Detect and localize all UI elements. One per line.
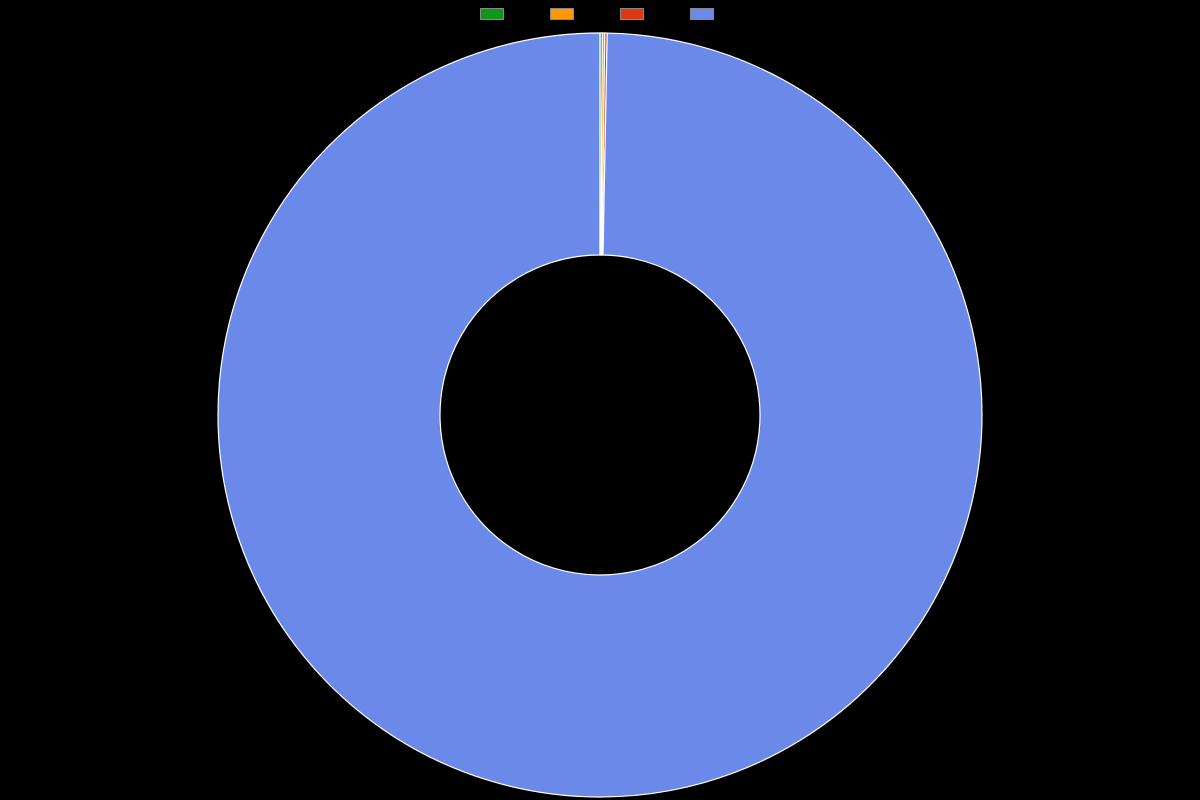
donut-svg	[215, 30, 985, 800]
legend-swatch-0	[480, 8, 504, 20]
legend-swatch-2	[620, 8, 644, 20]
legend-swatch-1	[550, 8, 574, 20]
chart-legend	[480, 8, 720, 20]
legend-item-0[interactable]	[480, 8, 510, 20]
legend-item-1[interactable]	[550, 8, 580, 20]
donut-chart	[215, 30, 985, 800]
legend-item-2[interactable]	[620, 8, 650, 20]
legend-item-3[interactable]	[690, 8, 720, 20]
legend-swatch-3	[690, 8, 714, 20]
